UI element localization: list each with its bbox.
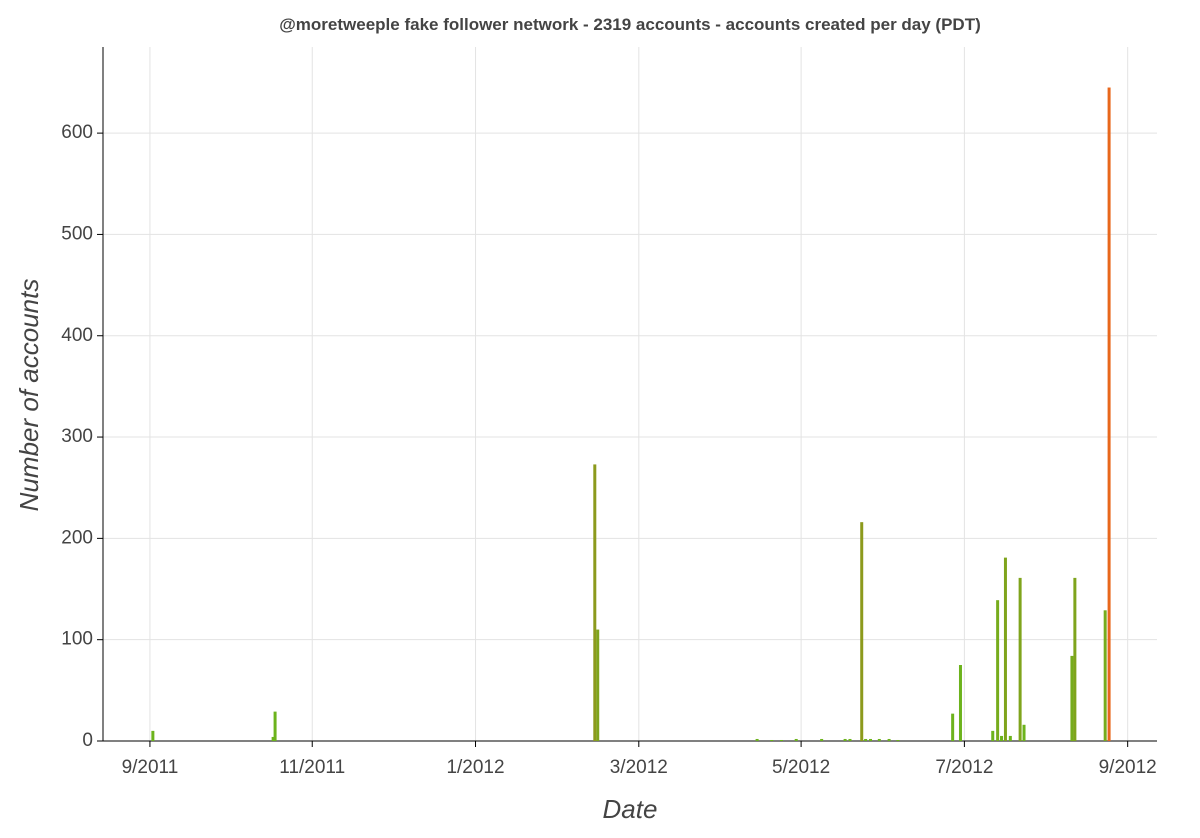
bar: [780, 739, 784, 741]
y-tick-label: 200: [61, 527, 93, 548]
bar: [951, 713, 955, 741]
bar: [958, 665, 962, 741]
bar: [1003, 557, 1007, 741]
bar: [151, 730, 155, 741]
bar: [273, 711, 277, 741]
bar: [860, 522, 864, 741]
bar: [820, 738, 824, 741]
bar: [593, 464, 597, 741]
bar: [996, 600, 1000, 741]
bar: [1103, 610, 1107, 741]
bar: [755, 738, 759, 741]
bar: [848, 738, 852, 741]
x-tick-label: 1/2012: [446, 757, 504, 778]
bar: [887, 738, 891, 741]
bar: [1018, 577, 1022, 741]
x-tick-label: 9/2012: [1099, 757, 1157, 778]
y-tick-label: 400: [61, 325, 93, 346]
bar: [1107, 87, 1111, 741]
y-tick-label: 0: [82, 730, 93, 751]
bar: [770, 739, 774, 741]
x-tick-label: 11/2011: [279, 757, 345, 778]
x-tick-label: 9/2011: [122, 757, 179, 778]
bar: [877, 738, 881, 741]
bar: [1070, 655, 1074, 741]
bar: [596, 629, 600, 741]
bar: [991, 730, 995, 741]
bar: [843, 738, 847, 741]
bar: [864, 738, 868, 741]
x-tick-label: 3/2012: [610, 757, 668, 778]
x-tick-label: 5/2012: [772, 757, 830, 778]
bar: [1022, 724, 1026, 741]
y-tick-label: 600: [61, 122, 93, 143]
chart-title: @moretweeple fake follower network - 231…: [279, 15, 981, 34]
x-tick-label: 7/2012: [935, 757, 993, 778]
y-tick-label: 300: [61, 426, 93, 447]
bar: [271, 736, 275, 741]
x-axis-label: Date: [603, 794, 658, 824]
y-tick-label: 500: [61, 223, 93, 244]
bar: [869, 738, 873, 741]
y-axis-label: Number of accounts: [14, 279, 44, 512]
bar: [794, 738, 798, 741]
bar: [896, 739, 900, 741]
bar: [1000, 735, 1004, 741]
y-tick-label: 100: [61, 629, 93, 650]
bar: [1073, 577, 1077, 741]
bar: [1008, 735, 1012, 741]
